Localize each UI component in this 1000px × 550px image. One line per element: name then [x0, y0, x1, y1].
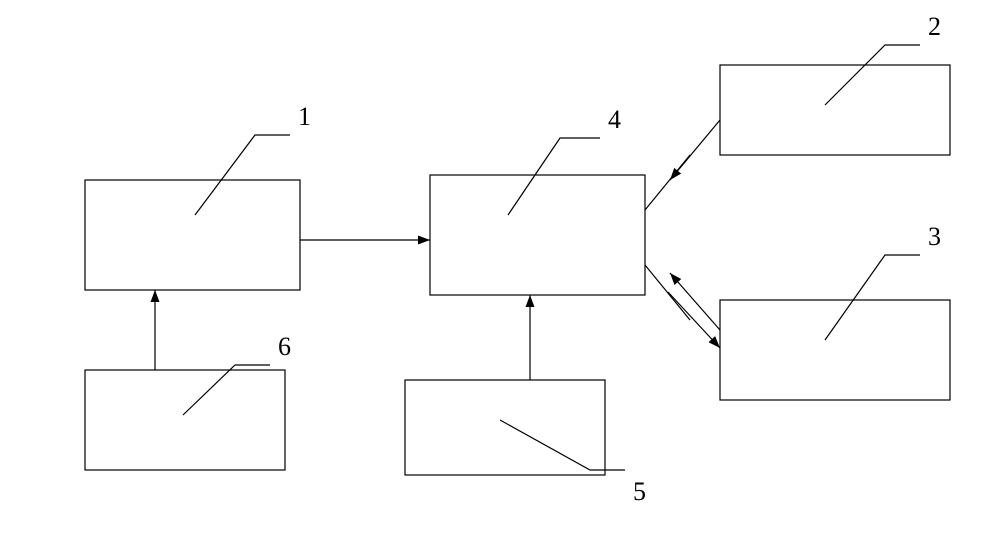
- leader-2: [825, 45, 920, 105]
- box-4: [430, 175, 645, 295]
- arrow-head-b6-to-b1: [151, 290, 160, 302]
- diagram-canvas: 1 2 3 4 5 6: [0, 0, 1000, 550]
- arrow-head-b2-to-b4-in: [670, 168, 681, 180]
- label-1: 1: [298, 102, 311, 131]
- arrow-line-b4-to-b3-out: [645, 265, 690, 320]
- box-3: [720, 300, 950, 400]
- leader-4: [508, 138, 600, 215]
- leader-6: [183, 365, 270, 415]
- leader-3: [825, 255, 920, 340]
- box-1: [85, 180, 300, 290]
- box-5: [405, 380, 605, 475]
- arrow-head-b5-to-b4: [526, 295, 535, 307]
- label-5: 5: [633, 477, 646, 506]
- arrow-head-b1-to-b4: [418, 236, 430, 245]
- box-2: [720, 65, 950, 155]
- leader-1: [195, 135, 290, 215]
- label-3: 3: [928, 222, 941, 251]
- label-6: 6: [278, 332, 291, 361]
- label-2: 2: [928, 12, 941, 41]
- label-4: 4: [608, 105, 621, 134]
- box-6: [85, 370, 285, 470]
- leader-5: [500, 420, 625, 470]
